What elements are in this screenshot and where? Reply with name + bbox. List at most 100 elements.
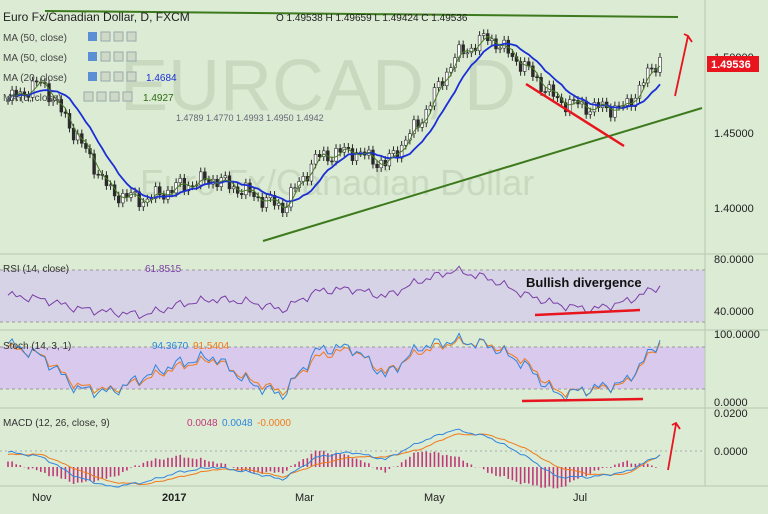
ma-row-1-label: MA (50, close) xyxy=(3,33,67,44)
candle-body xyxy=(465,52,469,55)
stoch-k-line xyxy=(7,332,661,403)
candle-body xyxy=(449,67,453,73)
price-tick-2: 1.45000 xyxy=(714,128,754,140)
candle-body xyxy=(223,175,228,179)
price-tick-3: 1.40000 xyxy=(714,203,754,215)
settings-icon[interactable] xyxy=(100,71,111,82)
add-icon[interactable] xyxy=(109,91,120,102)
close-icon[interactable] xyxy=(126,71,137,82)
up-arrow-macd-head xyxy=(671,421,681,430)
add-icon[interactable] xyxy=(113,51,124,62)
candle-body xyxy=(522,61,527,72)
watermark-sub: Euro Fx/Canadian Dollar xyxy=(140,162,534,203)
ma5-value: 1.4927 xyxy=(143,93,174,104)
candle-body xyxy=(313,153,318,165)
candle-body xyxy=(317,153,322,158)
close-icon[interactable] xyxy=(122,91,133,102)
candle-body xyxy=(71,127,76,141)
candle-body xyxy=(617,105,621,108)
close-icon[interactable] xyxy=(126,51,137,62)
macd-signal-value: -0.0000 xyxy=(257,418,291,429)
candle-body xyxy=(572,99,576,101)
stoch-title: Stoch (14, 3, 1) xyxy=(3,341,71,352)
rsi-higher-lows-line xyxy=(534,308,641,317)
candle-body xyxy=(481,33,486,36)
add-icon[interactable] xyxy=(113,71,124,82)
up-arrow-price xyxy=(674,35,689,97)
candle-body xyxy=(469,47,474,54)
rsi-line xyxy=(7,265,661,320)
candle-body xyxy=(543,91,547,93)
extra-values: 1.4789 1.4770 1.4993 1.4950 1.4942 xyxy=(176,113,324,123)
candle-body xyxy=(252,191,256,198)
close-icon[interactable] xyxy=(126,31,137,42)
candle-body xyxy=(461,44,465,55)
ma20-value: 1.4684 xyxy=(146,73,177,84)
stoch-k-value: 94.3670 xyxy=(152,341,189,352)
stoch-d-value: 91.5404 xyxy=(193,341,230,352)
ma5-line xyxy=(7,36,661,209)
ma-row-2-label: MA (50, close) xyxy=(3,53,67,64)
candle-body xyxy=(588,111,592,115)
settings-icon[interactable] xyxy=(100,51,111,62)
candle-body xyxy=(498,47,502,50)
legend-controls[interactable] xyxy=(83,31,137,102)
visibility-icon[interactable] xyxy=(88,32,97,41)
stoch-higher-lows-line xyxy=(521,397,644,403)
candle-body xyxy=(584,100,588,115)
candle-body xyxy=(535,76,539,78)
candle-body xyxy=(424,109,428,124)
stoch-d-line xyxy=(7,335,661,398)
candle-body xyxy=(117,195,121,204)
candle-body xyxy=(141,201,146,208)
stoch-band xyxy=(0,347,705,389)
rsi-value: 61.8515 xyxy=(145,264,182,275)
macd-signal-line xyxy=(7,433,661,486)
candle-body xyxy=(47,83,51,103)
candle-body xyxy=(531,65,535,77)
stoch-tick-1: 100.0000 xyxy=(714,329,760,341)
time-tick-jul: Jul xyxy=(573,492,587,504)
last-price-badge xyxy=(707,56,759,72)
candle-body xyxy=(650,67,654,70)
candle-body xyxy=(14,89,18,98)
candle-body xyxy=(104,175,109,186)
visibility-icon[interactable] xyxy=(83,91,94,102)
candle-body xyxy=(592,102,597,113)
time-tick-may: May xyxy=(424,492,445,504)
resistance-trendline xyxy=(44,10,679,18)
candle-body xyxy=(613,105,617,118)
rsi-title: RSI (14, close) xyxy=(3,264,69,275)
candle-body xyxy=(84,143,88,149)
candle-body xyxy=(309,163,314,182)
candle-body xyxy=(276,202,281,206)
candle-body xyxy=(96,173,100,176)
candle-body xyxy=(6,100,10,102)
candle-body xyxy=(199,171,203,186)
price-axis[interactable]: 1.50000 1.45000 1.40000 1.49536 80.0000 … xyxy=(707,52,760,458)
candle-body xyxy=(527,61,531,67)
candle-body xyxy=(330,160,334,163)
candle-body xyxy=(334,148,338,162)
settings-icon[interactable] xyxy=(100,31,111,42)
candle-body xyxy=(178,177,182,183)
time-axis[interactable]: Nov 2017 Mar May Jul xyxy=(32,492,587,504)
candle-body xyxy=(658,57,662,73)
candle-body xyxy=(346,147,351,149)
candle-body xyxy=(555,96,560,99)
visibility-icon[interactable] xyxy=(88,52,97,61)
candle-body xyxy=(404,139,408,146)
candle-body xyxy=(133,191,137,194)
macd-histogram xyxy=(7,450,661,489)
add-icon[interactable] xyxy=(113,31,124,42)
candle-body xyxy=(518,61,523,72)
macd-tick-2: 0.0000 xyxy=(714,446,748,458)
visibility-icon[interactable] xyxy=(88,72,97,81)
candle-body xyxy=(260,197,264,208)
ma20-label: MA (20, close) xyxy=(3,73,67,84)
watermark-main: EURCAD, D xyxy=(120,46,516,126)
settings-icon[interactable] xyxy=(96,91,107,102)
ohlc-values: O 1.49538 H 1.49659 L 1.49424 C 1.49536 xyxy=(276,13,468,24)
